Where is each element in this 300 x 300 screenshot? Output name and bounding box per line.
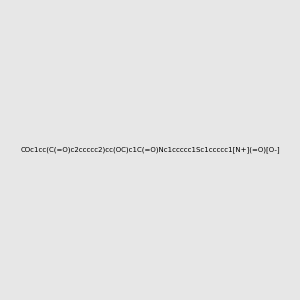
Text: COc1cc(C(=O)c2ccccc2)cc(OC)c1C(=O)Nc1ccccc1Sc1ccccc1[N+](=O)[O-]: COc1cc(C(=O)c2ccccc2)cc(OC)c1C(=O)Nc1ccc… xyxy=(20,147,280,153)
